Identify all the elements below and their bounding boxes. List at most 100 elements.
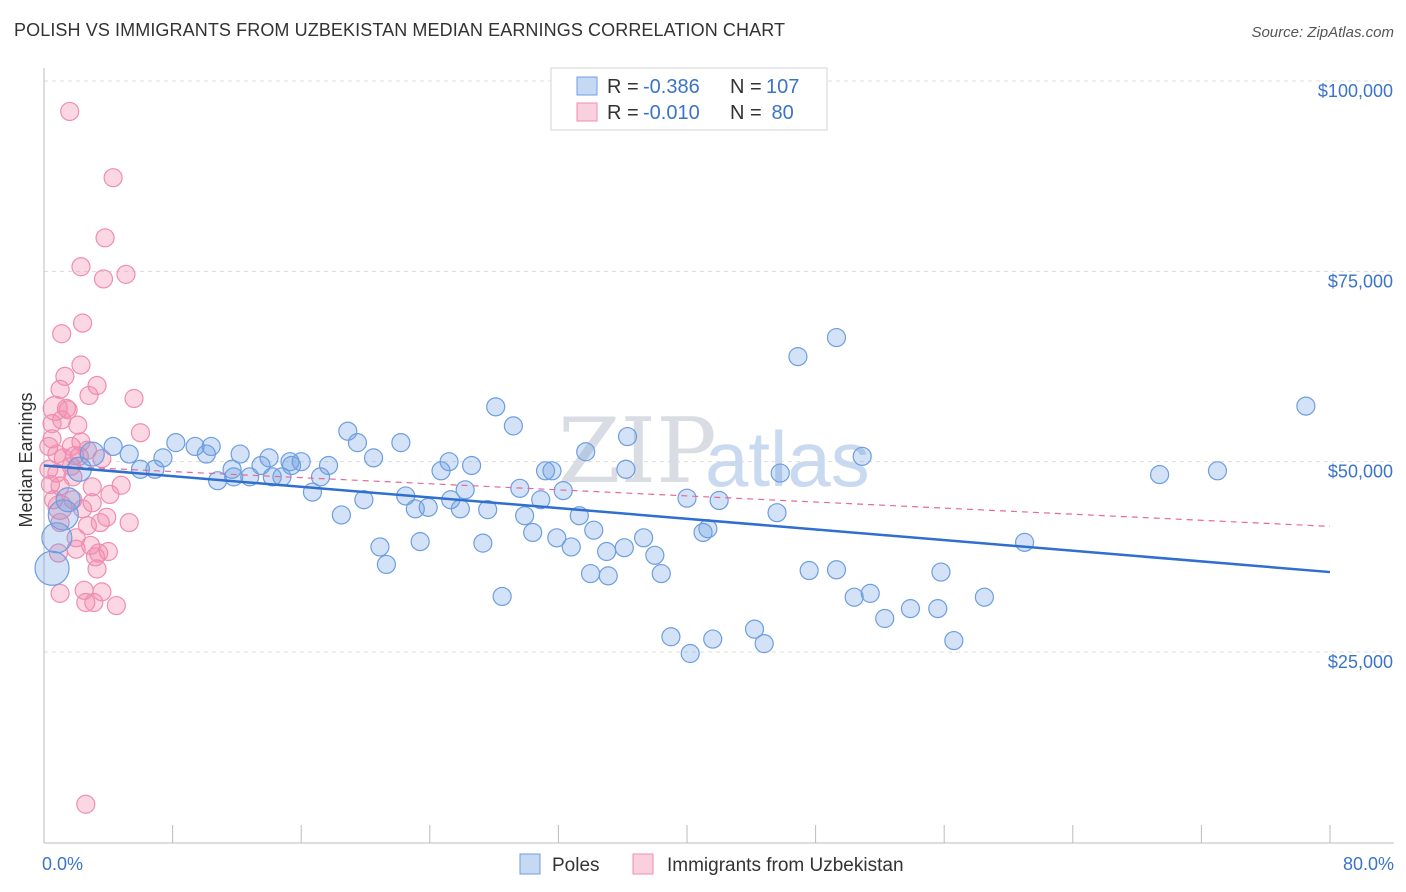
- poles-point: [597, 541, 617, 562]
- legend-n-label-uzbek: N =: [730, 102, 762, 124]
- uzbek-point: [71, 257, 91, 277]
- legend-n-value-uzbek: 80: [766, 102, 794, 124]
- poles-point: [852, 446, 872, 466]
- poles-point: [1014, 532, 1035, 552]
- legend-box: R = -0.386 N = 107 R = -0.010 N = 80: [550, 67, 828, 131]
- poles-point: [376, 554, 396, 575]
- uzbek-point: [95, 228, 115, 248]
- uzbek-point: [116, 264, 136, 284]
- poles-point: [523, 522, 543, 543]
- uzbek-point: [93, 269, 114, 289]
- uzbek-point: [60, 101, 80, 122]
- poles-point: [455, 480, 475, 500]
- poles-point: [561, 537, 581, 557]
- poles-point: [1150, 465, 1170, 485]
- poles-point: [318, 455, 339, 476]
- poles-point: [515, 506, 535, 526]
- legend-r-value-poles: -0.386: [643, 76, 700, 98]
- uzbek-point: [42, 429, 62, 449]
- poles-point: [1207, 461, 1228, 481]
- axes: [43, 68, 1394, 844]
- poles-point: [79, 441, 105, 467]
- poles-point: [614, 538, 634, 558]
- chart-title: POLISH VS IMMIGRANTS FROM UZBEKISTAN MED…: [14, 20, 786, 40]
- uzbek-point: [98, 541, 118, 562]
- poles-point: [34, 550, 70, 586]
- poles-point: [492, 586, 512, 607]
- poles-point: [576, 442, 596, 462]
- poles-point: [370, 537, 390, 557]
- series-poles-points: [34, 327, 1316, 664]
- uzbek-point: [50, 583, 70, 603]
- poles-point: [651, 563, 671, 584]
- watermark-zip: ZIP: [558, 399, 717, 504]
- poles-point: [974, 587, 994, 607]
- bottom-legend: Poles Immigrants from Uzbekistan: [519, 853, 904, 876]
- poles-point: [486, 397, 506, 417]
- uzbek-point: [81, 535, 101, 556]
- uzbek-point: [72, 313, 93, 333]
- poles-point: [767, 503, 787, 523]
- poles-point: [928, 599, 948, 619]
- legend-r-label-uzbek: R =: [607, 102, 639, 124]
- poles-point: [281, 455, 302, 476]
- poles-point: [439, 452, 459, 472]
- poles-point: [310, 467, 331, 487]
- poles-point: [616, 459, 636, 479]
- watermark-atlas: atlas: [705, 415, 870, 503]
- uzbek-point: [106, 595, 126, 616]
- poles-point: [461, 455, 482, 476]
- poles-point: [418, 497, 438, 517]
- uzbek-point: [76, 592, 96, 613]
- uzbek-point: [124, 388, 144, 409]
- uzbek-point: [58, 400, 78, 420]
- poles-point: [703, 629, 723, 649]
- poles-point: [754, 634, 774, 654]
- uzbek-point: [84, 592, 104, 613]
- poles-point: [547, 528, 567, 548]
- uzbek-point: [85, 547, 106, 567]
- uzbek-point: [40, 474, 61, 495]
- poles-point: [580, 563, 601, 584]
- poles-point: [680, 643, 700, 664]
- legend-swatch-poles: [576, 76, 598, 96]
- poles-point: [799, 560, 819, 581]
- uzbek-point: [82, 477, 102, 497]
- poles-point: [103, 436, 123, 457]
- series-uzbekistan-points: [39, 101, 151, 814]
- x-tick-label-max: 80.0%: [1343, 854, 1394, 874]
- legend-r-label-poles: R =: [607, 76, 639, 98]
- poles-point: [826, 560, 847, 580]
- poles-point: [185, 436, 205, 457]
- uzbek-point: [82, 493, 102, 513]
- uzbek-point: [103, 168, 123, 188]
- trend-line-poles: [43, 464, 1331, 574]
- trend-lines: [43, 464, 1331, 574]
- poles-point: [410, 532, 430, 552]
- legend-r-value-uzbek: -0.010: [643, 102, 700, 124]
- poles-point: [844, 587, 864, 607]
- poles-point: [531, 490, 551, 510]
- uzbek-point: [90, 512, 110, 533]
- poles-point: [1296, 396, 1316, 416]
- uzbek-point: [87, 559, 107, 579]
- bottom-legend-swatch-poles: [519, 853, 541, 875]
- poles-point: [55, 487, 81, 513]
- uzbek-point: [97, 507, 117, 527]
- y-axis-ticks: $25,000 $50,000 $75,000 $100,000: [1318, 81, 1393, 672]
- poles-point: [201, 436, 221, 457]
- uzbek-point: [92, 582, 112, 602]
- poles-point: [222, 459, 242, 479]
- poles-point: [860, 583, 880, 603]
- poles-point: [931, 562, 951, 582]
- x-tick-label-min: 0.0%: [42, 854, 83, 874]
- source-credit: Source: ZipAtlas.com: [1251, 24, 1394, 41]
- poles-point: [47, 499, 79, 531]
- poles-point: [230, 444, 250, 464]
- uzbek-point: [68, 415, 88, 435]
- poles-point: [584, 520, 604, 540]
- legend-n-value-poles: 107: [766, 76, 799, 98]
- poles-point: [473, 533, 493, 553]
- poles-point: [262, 467, 282, 487]
- legend-n-label-poles: N =: [730, 76, 762, 98]
